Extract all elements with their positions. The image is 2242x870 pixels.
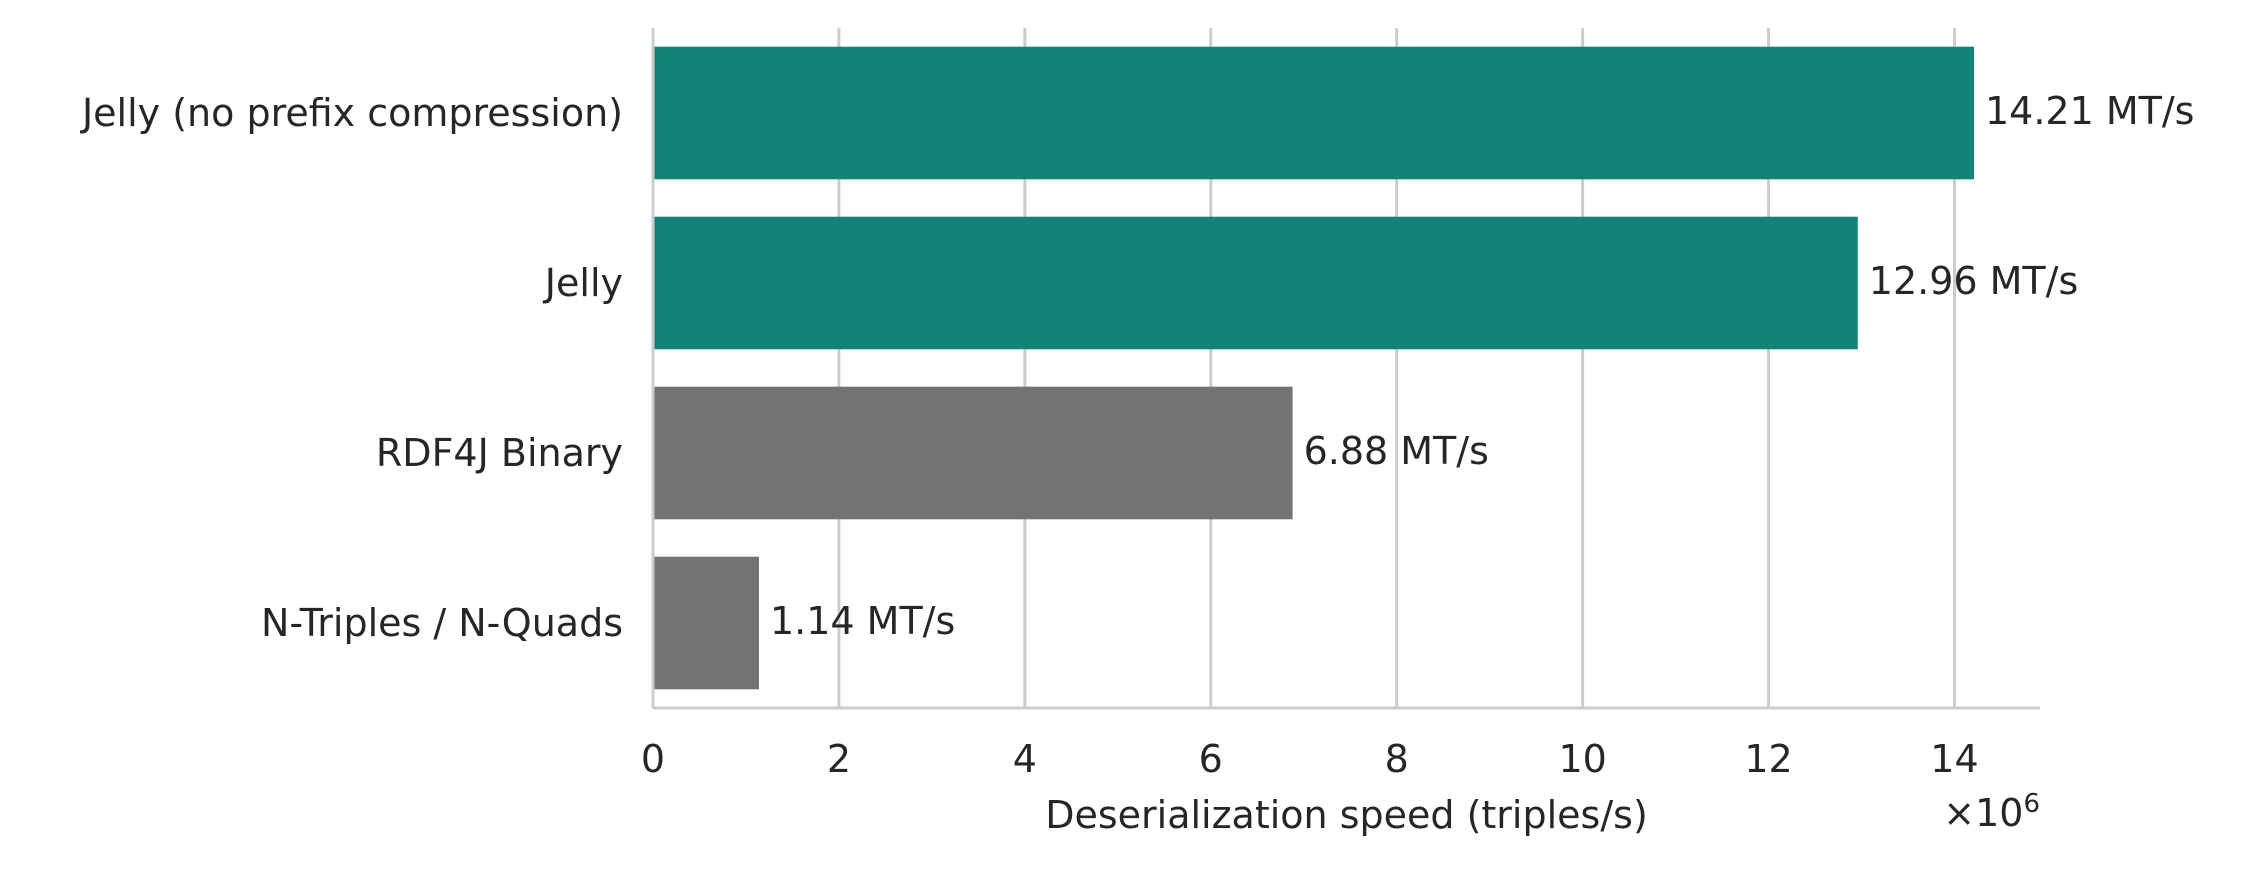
category-label: RDF4J Binary [376,431,623,475]
x-axis-offset-label: ×106 [1943,789,2040,835]
x-tick-label: 4 [1013,737,1037,781]
x-tick-label: 14 [1930,737,1978,781]
x-tick-label: 10 [1558,737,1606,781]
x-axis-offset-exponent: 6 [2023,789,2040,819]
bar [653,216,1858,350]
x-tick-label: 12 [1744,737,1792,781]
bars [653,46,1974,690]
category-label: Jelly (no prefix compression) [80,91,623,135]
x-tick-label: 0 [641,737,665,781]
x-tick-labels: 0 2 4 6 8 10 12 14 [641,737,1979,781]
bar [653,556,759,690]
category-label: N-Triples / N-Quads [261,601,623,645]
value-labels: 14.21 MT/s 12.96 MT/s 6.88 MT/s 1.14 MT/s [770,89,2194,643]
category-labels: Jelly (no prefix compression) Jelly RDF4J … [80,91,623,645]
bar [653,386,1293,520]
value-label: 6.88 MT/s [1304,429,1489,473]
x-tick-label: 8 [1385,737,1409,781]
x-tick-label: 6 [1199,737,1223,781]
axes [651,28,2040,710]
value-label: 14.21 MT/s [1985,89,2194,133]
x-axis-title: Deserialization speed (triples/s) [1045,793,1648,837]
x-axis-offset-base: ×10 [1943,791,2023,835]
category-label: Jelly [543,261,623,305]
bar [653,46,1974,180]
value-label: 1.14 MT/s [770,599,955,643]
x-tick-label: 2 [827,737,851,781]
value-label: 12.96 MT/s [1869,259,2078,303]
